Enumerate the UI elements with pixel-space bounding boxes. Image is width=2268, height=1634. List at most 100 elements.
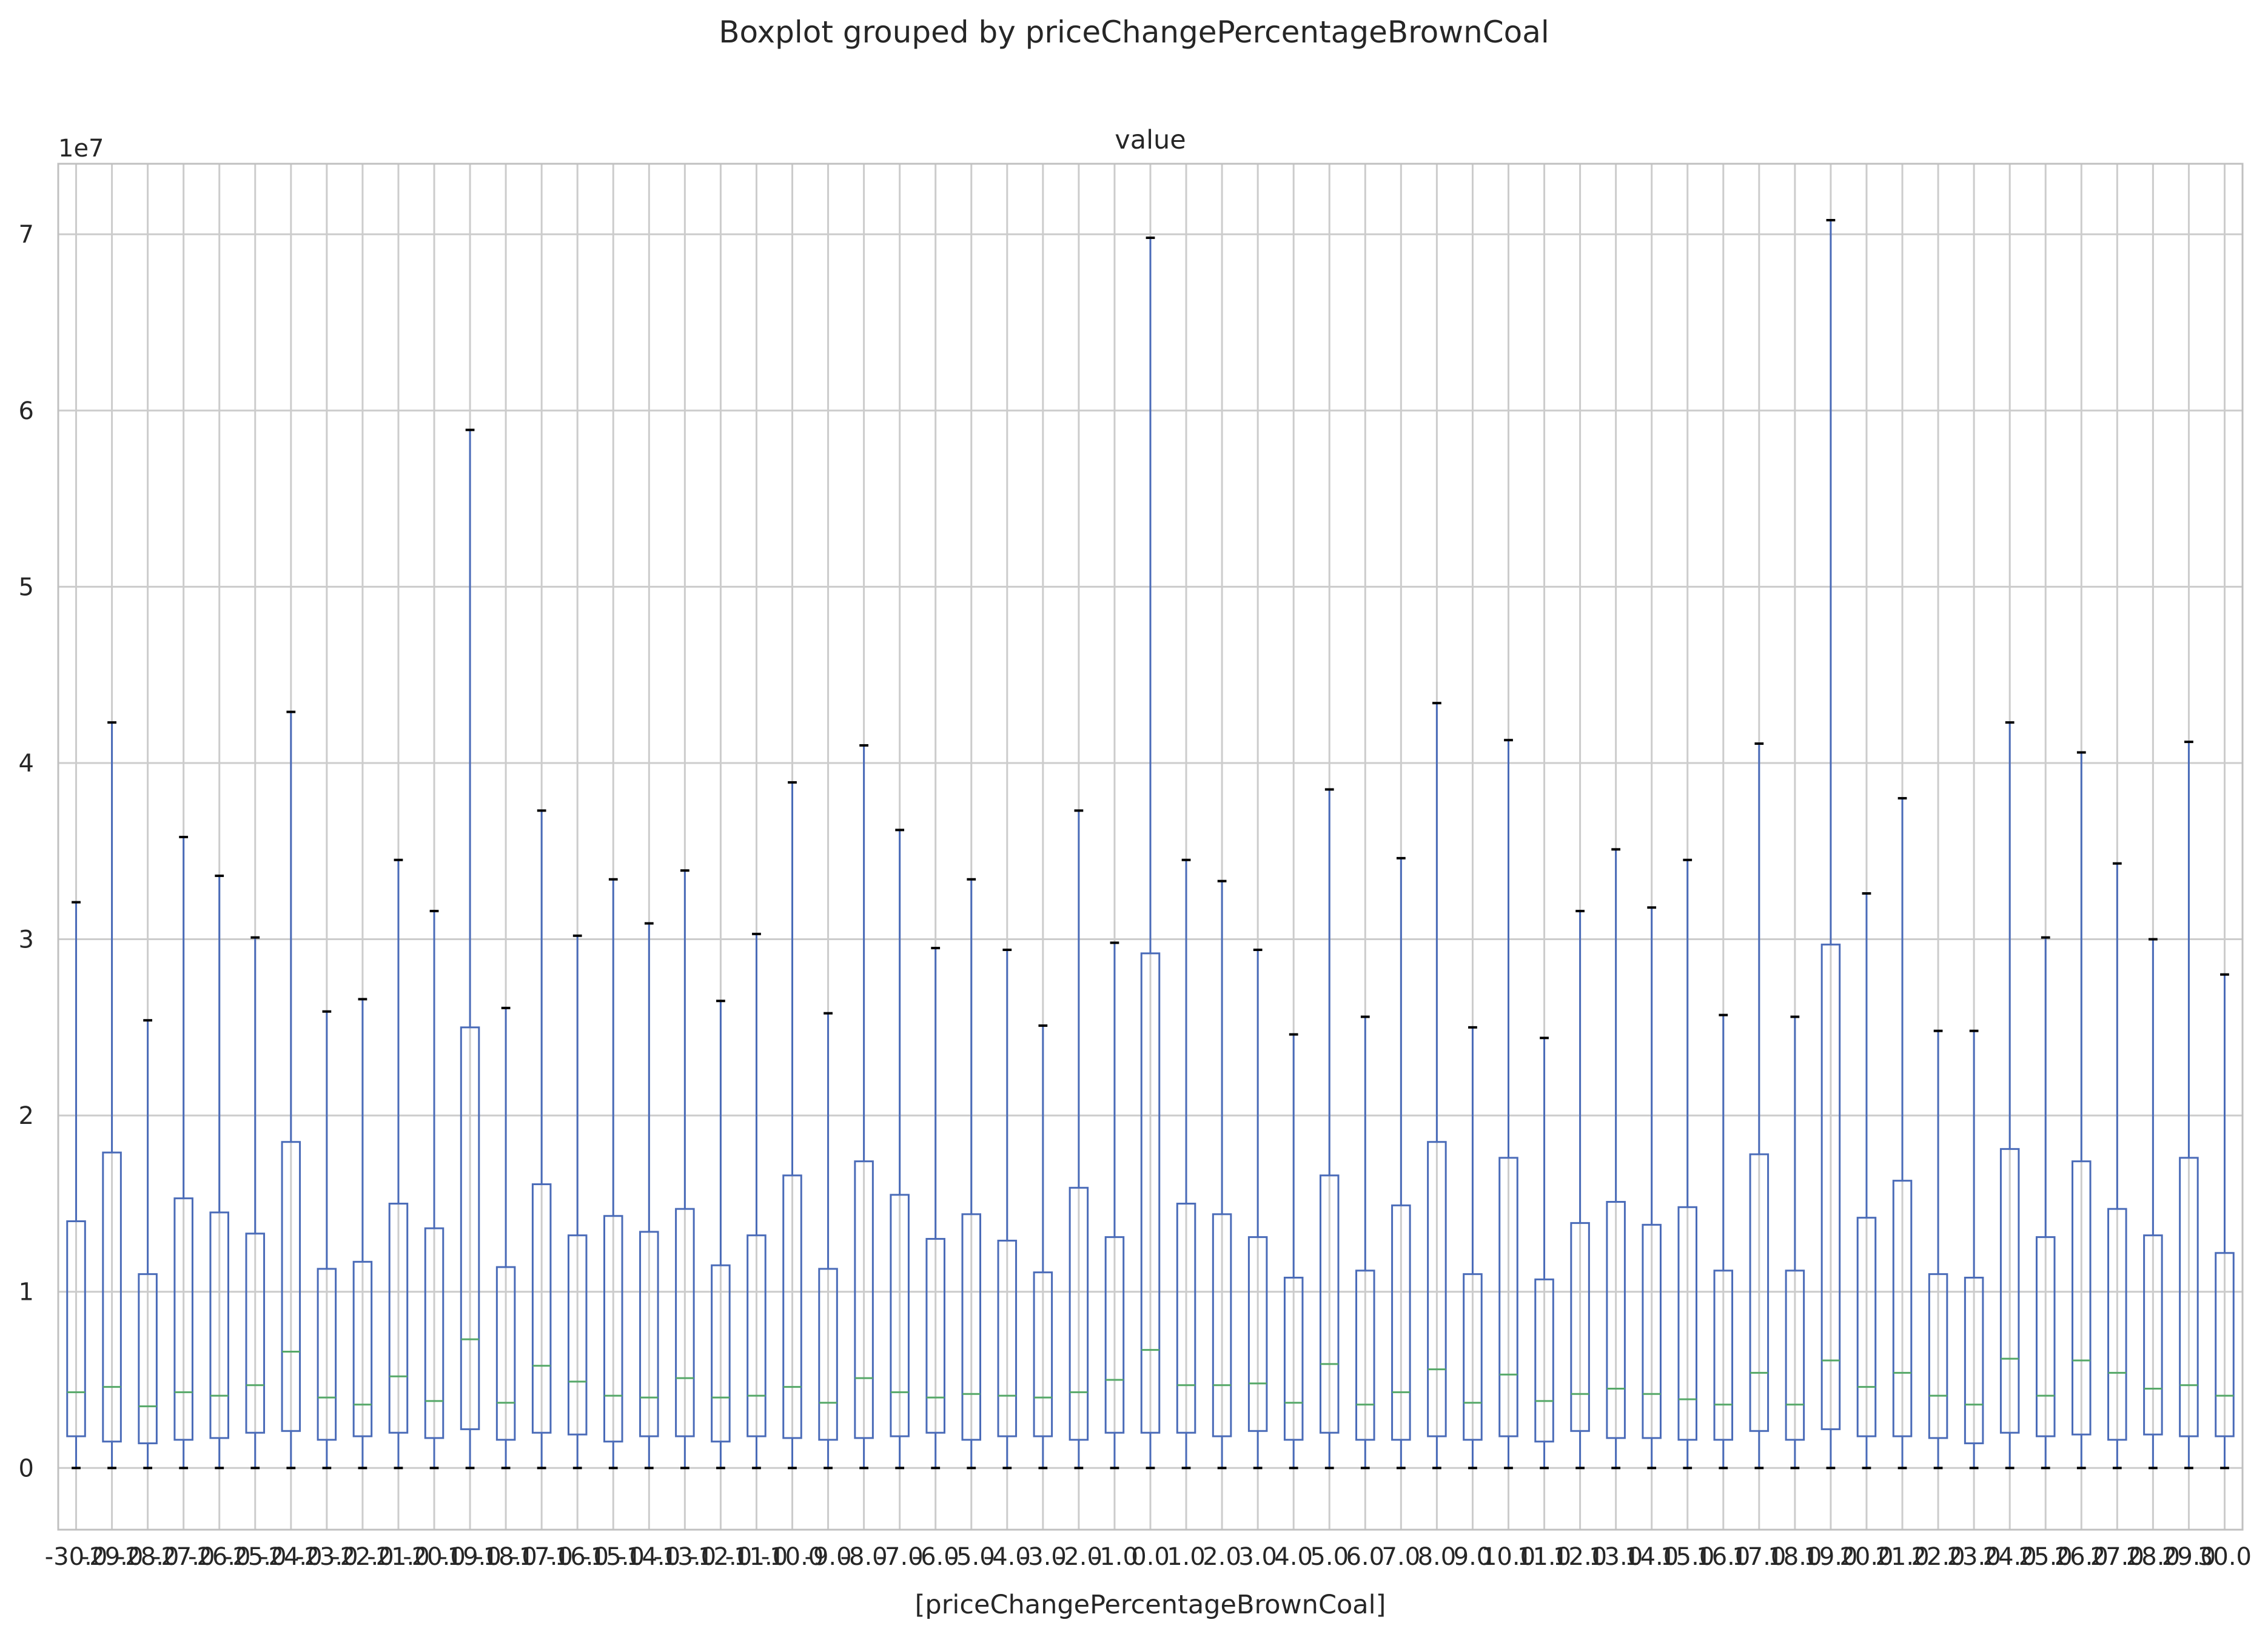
y-tick-label: 5	[19, 573, 34, 601]
x-tick-label: 23.0	[1947, 1543, 2001, 1571]
x-tick-label: 17.0	[1732, 1543, 1786, 1571]
box	[711, 1264, 731, 1443]
y-tick-label: 7	[19, 221, 34, 249]
y-tick-label: 6	[19, 397, 34, 425]
box-group	[1677, 858, 1697, 1470]
grid-layer	[58, 164, 2243, 1530]
box	[495, 1266, 516, 1441]
x-tick-label: -19.0	[438, 1543, 502, 1571]
x-tick-label: 30.0	[2198, 1543, 2252, 1571]
x-tick-label: -12.0	[689, 1543, 753, 1571]
x-tick-label: 5.0	[1310, 1543, 1349, 1571]
x-tick-label: 26.0	[2055, 1543, 2109, 1571]
box-group	[1247, 948, 1268, 1470]
x-tick-label: -18.0	[474, 1543, 537, 1571]
box-group	[1534, 1037, 1554, 1470]
box-layer	[66, 218, 2235, 1470]
box-group	[495, 1006, 516, 1470]
box	[1498, 1157, 1518, 1437]
box-group	[424, 910, 445, 1470]
box-group	[567, 934, 588, 1470]
box-group	[2179, 741, 2199, 1470]
x-tick-label: -5.0	[948, 1543, 995, 1571]
box	[603, 1215, 623, 1443]
box	[1319, 1174, 1340, 1434]
x-tick-label: 10.0	[1481, 1543, 1535, 1571]
x-tick-label: 2.0	[1203, 1543, 1241, 1571]
x-tick-label: -1.0	[1091, 1543, 1138, 1571]
x-tick-label: -8.0	[840, 1543, 888, 1571]
x-tick-label: -26.0	[188, 1543, 251, 1571]
x-tick-label: 16.0	[1696, 1543, 1750, 1571]
x-tick-label: -16.0	[546, 1543, 609, 1571]
box-group	[675, 869, 695, 1470]
box-group	[1140, 237, 1161, 1470]
box-group	[1391, 856, 1411, 1470]
box	[2072, 1160, 2092, 1436]
box-group	[1319, 788, 1340, 1470]
box	[173, 1197, 193, 1441]
box	[1355, 1269, 1375, 1441]
box-group	[1033, 1024, 1053, 1470]
box	[1606, 1201, 1626, 1439]
x-tick-label: 24.0	[1983, 1543, 2037, 1571]
box-group	[818, 1012, 838, 1470]
x-tick-label: -9.0	[805, 1543, 852, 1571]
box	[1104, 1236, 1125, 1434]
box	[1283, 1276, 1304, 1441]
box-group	[890, 829, 910, 1470]
box-group	[245, 936, 266, 1470]
box-group	[1606, 848, 1626, 1470]
box-group	[531, 809, 552, 1470]
box	[1999, 1148, 2020, 1434]
x-tick-label: 12.0	[1553, 1543, 1607, 1571]
box-group	[281, 710, 301, 1470]
box-group	[711, 1000, 731, 1470]
x-tick-label: -20.0	[403, 1543, 466, 1571]
box	[675, 1208, 695, 1437]
box-group	[1498, 739, 1518, 1470]
box	[997, 1239, 1018, 1437]
x-tick-labels: -30.0-29.0-28.0-27.0-26.0-25.0-24.0-23.0…	[45, 1543, 2252, 1571]
x-tick-label: -25.0	[224, 1543, 287, 1571]
box	[782, 1174, 802, 1439]
box	[639, 1231, 659, 1437]
x-tick-label: -23.0	[295, 1543, 358, 1571]
box	[1463, 1273, 1483, 1441]
box-group	[1785, 1015, 1805, 1470]
box	[102, 1151, 122, 1443]
box-group	[961, 878, 982, 1470]
box-group	[1283, 1033, 1304, 1470]
box	[1892, 1180, 1913, 1437]
box-group	[639, 922, 659, 1470]
x-tick-label: -11.0	[725, 1543, 788, 1571]
box-group	[1570, 910, 1590, 1470]
x-tick-label: -14.0	[618, 1543, 681, 1571]
box-group	[1964, 1029, 1984, 1470]
box	[746, 1234, 767, 1437]
x-tick-label: -15.0	[582, 1543, 645, 1571]
plot-frame	[57, 163, 2244, 1531]
y-tick-label: 3	[19, 926, 34, 954]
box-group	[1713, 1014, 1734, 1470]
x-tick-label: -21.0	[367, 1543, 430, 1571]
box-group	[2107, 862, 2127, 1470]
box	[890, 1194, 910, 1437]
box-group	[854, 744, 874, 1470]
box-group	[2215, 973, 2235, 1470]
box-group	[925, 947, 945, 1470]
box-group	[173, 836, 193, 1470]
box	[317, 1268, 337, 1441]
x-tick-label: 3.0	[1238, 1543, 1277, 1571]
box	[1391, 1204, 1411, 1441]
y-tick-label: 0	[19, 1454, 34, 1482]
x-tick-label: -13.0	[654, 1543, 717, 1571]
box-group	[460, 428, 480, 1470]
x-tick-label: 7.0	[1382, 1543, 1421, 1571]
x-tick-label: -22.0	[331, 1543, 394, 1571]
y-tick-label: 4	[19, 750, 34, 778]
box	[66, 1220, 86, 1437]
x-tick-label: -28.0	[116, 1543, 179, 1571]
box-group	[1176, 858, 1196, 1470]
